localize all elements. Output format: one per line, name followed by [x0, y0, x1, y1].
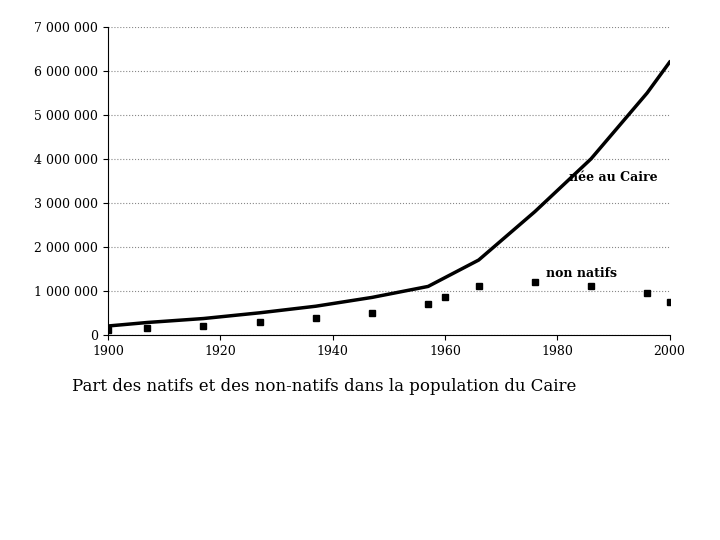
Text: née au Caire: née au Caire	[569, 171, 657, 184]
Text: Part des natifs et des non-natifs dans la population du Caire: Part des natifs et des non-natifs dans l…	[72, 378, 577, 395]
Text: non natifs: non natifs	[546, 267, 617, 280]
Text: ↺: ↺	[613, 488, 639, 517]
